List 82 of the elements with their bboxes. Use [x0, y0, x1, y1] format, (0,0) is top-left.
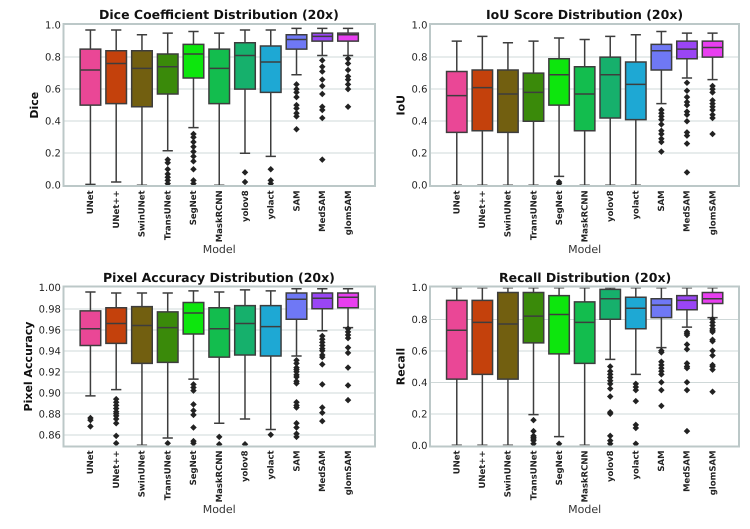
x-tick-label: UNet++: [478, 450, 488, 489]
x-tick-label: MedSAM: [682, 450, 693, 492]
x-tick-label: glomSAM: [344, 190, 354, 236]
x-tick-label: SwinUNet: [504, 450, 514, 498]
x-axis-title: Model: [202, 242, 236, 256]
x-tick-label: UNet++: [478, 190, 488, 228]
y-tick-label: 1.00: [38, 283, 61, 294]
x-tick-label: UNet: [86, 190, 96, 214]
x-tick-label: MaskRCNN: [214, 450, 225, 502]
y-tick-label: 1.0: [412, 20, 428, 32]
x-tick-label: UNet: [452, 450, 463, 474]
y-tick-label: 1.0: [45, 20, 61, 32]
y-tick-label: 0.2: [45, 148, 61, 160]
y-tick-label: 0.4: [45, 116, 61, 128]
x-tick-label: yolact: [632, 190, 642, 220]
x-tick-label: SAM: [292, 450, 302, 472]
y-tick-label: 0.8: [45, 52, 61, 64]
y-tick-label: 0.2: [412, 409, 428, 420]
x-tick-label: yolact: [266, 450, 277, 480]
y-tick-label: 0.0: [412, 440, 428, 452]
y-tick-label: 0.88: [38, 409, 61, 420]
chart-title: Pixel Accuracy Distribution (20x): [103, 270, 335, 285]
x-axis-title: Model: [202, 503, 236, 516]
y-axis-title: Recall: [394, 348, 408, 386]
x-tick-label: glomSAM: [708, 190, 718, 236]
chart-title: IoU Score Distribution (20x): [486, 7, 684, 22]
y-tick-label: 0.96: [38, 325, 61, 336]
x-tick-label: SwinUNet: [138, 450, 148, 498]
y-tick-label: 0.4: [412, 378, 428, 389]
y-tick-label: 0.6: [412, 84, 428, 96]
x-tick-label: yolov8: [606, 190, 616, 222]
y-tick-label: 0.0: [45, 180, 61, 192]
chart-title: Dice Coefficient Distribution (20x): [99, 7, 339, 22]
x-tick-label: MedSAM: [318, 190, 328, 232]
y-tick-label: 0.8: [412, 52, 428, 64]
y-tick-label: 0.90: [38, 388, 61, 400]
x-tick-label: SegNet: [554, 190, 565, 226]
y-tick-label: 0.4: [412, 116, 428, 128]
x-tick-label: glomSAM: [344, 450, 354, 496]
y-tick-label: 0.6: [412, 346, 428, 358]
y-tick-label: 0.8: [412, 314, 428, 326]
x-tick-label: MaskRCNN: [214, 190, 225, 242]
x-tick-label: yolov8: [606, 450, 616, 482]
x-tick-label: yolact: [266, 190, 277, 220]
y-tick-label: 0.2: [412, 148, 428, 160]
x-tick-label: SegNet: [189, 450, 200, 486]
x-tick-label: SegNet: [189, 190, 200, 226]
x-tick-label: glomSAM: [708, 450, 718, 496]
x-tick-label: MedSAM: [318, 450, 328, 492]
y-tick-label: 0.86: [38, 430, 61, 442]
x-tick-label: SegNet: [554, 450, 565, 486]
y-tick-label: 0.92: [38, 367, 61, 378]
x-tick-label: SAM: [657, 190, 668, 212]
x-tick-label: UNet++: [112, 450, 122, 489]
y-tick-label: 0.94: [38, 346, 61, 358]
x-tick-label: TransUNet: [529, 190, 540, 240]
y-tick-label: 0.0: [412, 180, 428, 192]
y-tick-label: 0.98: [38, 304, 61, 316]
y-tick-label: 0.6: [45, 84, 61, 96]
x-tick-label: MedSAM: [682, 190, 693, 232]
x-tick-label: TransUNet: [163, 450, 174, 500]
x-tick-label: MaskRCNN: [580, 450, 590, 502]
x-tick-label: yolov8: [240, 190, 251, 222]
x-tick-label: SAM: [292, 190, 302, 212]
x-tick-label: TransUNet: [163, 190, 174, 240]
x-tick-label: SwinUNet: [138, 190, 148, 238]
y-tick-label: 1.0: [412, 283, 428, 294]
x-tick-label: SAM: [657, 450, 668, 472]
x-axis-title: Model: [568, 242, 602, 256]
chart-title: Recall Distribution (20x): [499, 270, 672, 285]
x-tick-label: UNet: [452, 190, 463, 214]
x-tick-label: UNet: [86, 450, 96, 474]
x-tick-label: yolov8: [240, 450, 251, 482]
x-axis-title: Model: [568, 503, 602, 516]
y-axis-title: IoU: [394, 94, 408, 116]
y-axis-title: Dice: [28, 92, 42, 119]
x-tick-label: SwinUNet: [504, 190, 514, 238]
x-tick-label: UNet++: [112, 190, 122, 228]
x-tick-label: TransUNet: [529, 450, 540, 500]
x-tick-label: MaskRCNN: [580, 190, 590, 242]
y-axis-title: Pixel Accuracy: [22, 322, 35, 412]
x-tick-label: yolact: [632, 450, 642, 480]
